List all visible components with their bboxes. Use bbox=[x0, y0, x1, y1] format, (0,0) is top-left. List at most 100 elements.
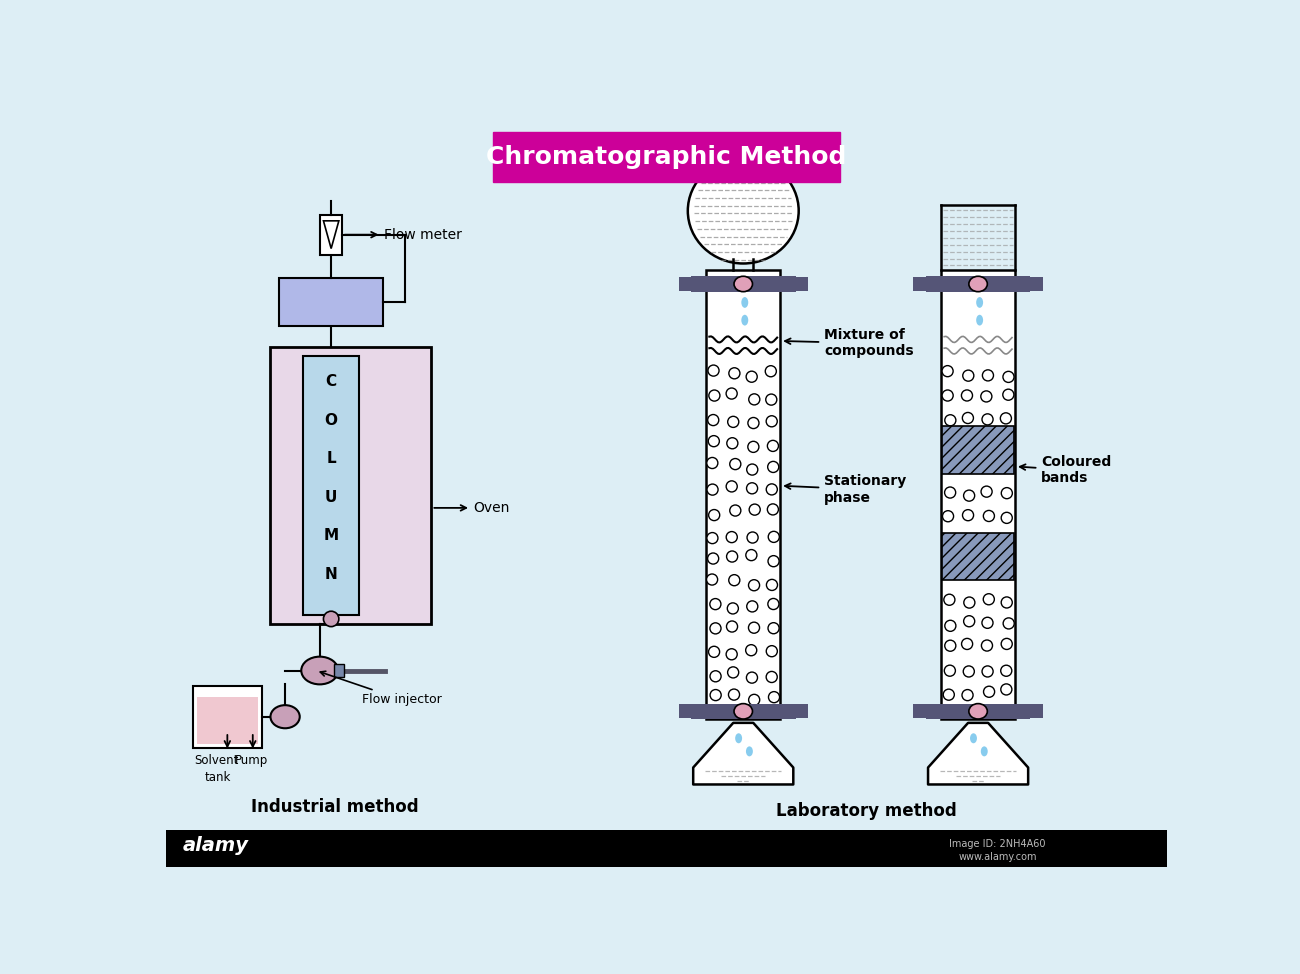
Circle shape bbox=[1001, 488, 1013, 499]
Circle shape bbox=[768, 692, 780, 702]
Circle shape bbox=[710, 622, 722, 634]
Text: L: L bbox=[326, 451, 335, 467]
Circle shape bbox=[963, 370, 974, 381]
Bar bbox=[796, 704, 807, 718]
Bar bbox=[269, 347, 432, 624]
Circle shape bbox=[962, 638, 972, 650]
Circle shape bbox=[749, 694, 759, 705]
Circle shape bbox=[1004, 618, 1014, 629]
Bar bbox=[1031, 704, 1043, 718]
Circle shape bbox=[942, 510, 954, 522]
Bar bbox=[679, 704, 690, 718]
Bar bbox=[796, 277, 807, 291]
Circle shape bbox=[746, 483, 758, 494]
Circle shape bbox=[708, 365, 719, 376]
Circle shape bbox=[766, 484, 777, 495]
Text: Mixture of
compounds: Mixture of compounds bbox=[785, 328, 914, 358]
FancyBboxPatch shape bbox=[493, 131, 840, 181]
Circle shape bbox=[729, 575, 740, 585]
Circle shape bbox=[962, 509, 974, 521]
Text: Image ID: 2NH4A60: Image ID: 2NH4A60 bbox=[949, 839, 1045, 848]
Circle shape bbox=[766, 646, 777, 656]
Circle shape bbox=[962, 412, 974, 424]
Circle shape bbox=[768, 462, 779, 472]
Text: M: M bbox=[324, 528, 339, 543]
Circle shape bbox=[728, 416, 738, 428]
Bar bbox=[690, 703, 796, 719]
Bar bbox=[192, 686, 263, 747]
Circle shape bbox=[945, 415, 956, 426]
Circle shape bbox=[708, 647, 720, 657]
Circle shape bbox=[766, 671, 777, 683]
Circle shape bbox=[962, 690, 974, 700]
Polygon shape bbox=[928, 723, 1028, 784]
Text: Chromatographic Method: Chromatographic Method bbox=[486, 144, 846, 169]
Text: Flow meter: Flow meter bbox=[344, 228, 463, 242]
Circle shape bbox=[1001, 665, 1011, 676]
Ellipse shape bbox=[741, 297, 749, 308]
Circle shape bbox=[708, 390, 720, 401]
Ellipse shape bbox=[980, 746, 988, 757]
Text: tank: tank bbox=[204, 770, 230, 784]
Text: Industrial method: Industrial method bbox=[251, 798, 419, 816]
Circle shape bbox=[767, 504, 779, 515]
Bar bbox=[320, 214, 342, 255]
Ellipse shape bbox=[976, 297, 983, 308]
Circle shape bbox=[749, 622, 759, 633]
Text: www.alamy.com: www.alamy.com bbox=[958, 852, 1036, 862]
Circle shape bbox=[963, 666, 974, 677]
Bar bbox=[942, 427, 1014, 474]
Text: Solvent: Solvent bbox=[194, 754, 239, 767]
Circle shape bbox=[982, 414, 993, 425]
Circle shape bbox=[747, 441, 759, 452]
Circle shape bbox=[982, 666, 993, 677]
Circle shape bbox=[766, 416, 777, 427]
Circle shape bbox=[746, 645, 757, 656]
Ellipse shape bbox=[741, 315, 749, 325]
Circle shape bbox=[728, 689, 740, 700]
Circle shape bbox=[982, 486, 992, 497]
Circle shape bbox=[707, 458, 718, 468]
Circle shape bbox=[963, 490, 975, 502]
Circle shape bbox=[707, 553, 719, 564]
Circle shape bbox=[727, 603, 738, 614]
Circle shape bbox=[747, 532, 758, 543]
Circle shape bbox=[727, 437, 738, 449]
Polygon shape bbox=[693, 723, 793, 784]
Circle shape bbox=[729, 368, 740, 379]
Circle shape bbox=[1000, 413, 1011, 424]
Ellipse shape bbox=[270, 705, 300, 729]
Text: alamy: alamy bbox=[183, 836, 248, 855]
Ellipse shape bbox=[968, 277, 987, 291]
Circle shape bbox=[707, 415, 719, 426]
Circle shape bbox=[983, 370, 993, 381]
Text: Stationary
phase: Stationary phase bbox=[785, 474, 906, 505]
Circle shape bbox=[767, 580, 777, 590]
Circle shape bbox=[729, 505, 741, 516]
Circle shape bbox=[944, 594, 956, 605]
Circle shape bbox=[963, 616, 975, 627]
Circle shape bbox=[710, 599, 722, 610]
Circle shape bbox=[727, 649, 737, 659]
Text: Flow injector: Flow injector bbox=[320, 671, 442, 706]
Circle shape bbox=[1002, 390, 1014, 400]
Circle shape bbox=[983, 510, 994, 521]
Bar bbox=[280, 278, 384, 325]
Circle shape bbox=[749, 505, 760, 515]
Circle shape bbox=[708, 435, 719, 447]
Circle shape bbox=[768, 598, 779, 610]
Text: Coloured
bands: Coloured bands bbox=[1019, 455, 1112, 485]
Bar bbox=[914, 277, 926, 291]
Circle shape bbox=[944, 665, 956, 676]
Circle shape bbox=[766, 365, 776, 377]
Circle shape bbox=[728, 667, 738, 678]
Bar bbox=[914, 704, 926, 718]
Circle shape bbox=[746, 464, 758, 475]
Circle shape bbox=[747, 418, 759, 429]
Ellipse shape bbox=[970, 733, 976, 743]
Circle shape bbox=[945, 487, 956, 498]
Circle shape bbox=[984, 687, 994, 697]
Text: N: N bbox=[325, 567, 338, 581]
Circle shape bbox=[706, 574, 718, 585]
Circle shape bbox=[1001, 512, 1013, 523]
